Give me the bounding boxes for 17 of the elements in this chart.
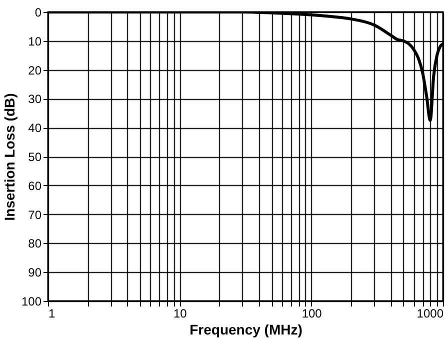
- y-tick-label: 40: [28, 121, 42, 136]
- x-tick-label: 1000: [416, 306, 444, 320]
- y-tick-label: 100: [21, 294, 42, 308]
- y-tick-label: 10: [28, 34, 42, 48]
- y-tick-label: 90: [28, 266, 42, 280]
- y-axis-title: Insertion Loss (dB): [1, 93, 18, 221]
- x-tick-label: 1: [48, 306, 56, 320]
- y-tick-label: 80: [28, 236, 42, 251]
- y-tick-label: 20: [28, 63, 42, 78]
- y-tick-label: 0: [34, 6, 42, 20]
- x-tick-label: 100: [302, 306, 322, 320]
- y-tick-label: 30: [28, 92, 42, 106]
- y-tick-label: 60: [28, 178, 42, 193]
- x-tick-label: 10: [173, 306, 188, 320]
- y-tick-label: 70: [28, 208, 42, 222]
- x-axis-title: Frequency (MHz): [190, 322, 302, 338]
- y-tick-label: 50: [28, 150, 42, 164]
